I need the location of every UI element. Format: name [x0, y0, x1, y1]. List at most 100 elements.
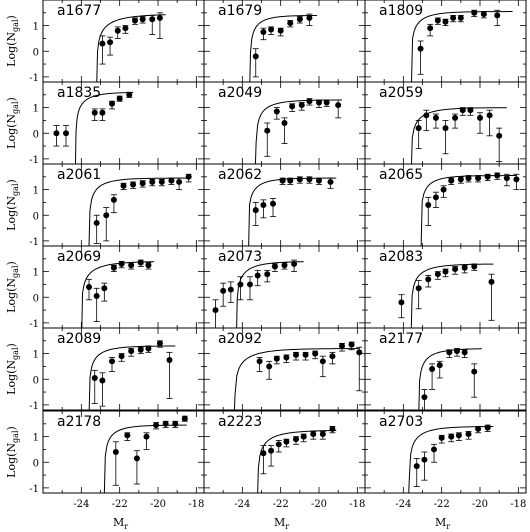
data-point: [260, 450, 267, 457]
panel-plot-area: [411, 9, 513, 82]
data-point: [312, 350, 319, 357]
y-axis-label-close: ): [5, 179, 18, 183]
data-point: [143, 433, 150, 440]
error-bar: [415, 120, 422, 150]
data-point: [281, 120, 288, 126]
fit-curve: [410, 263, 494, 328]
data-point: [356, 349, 363, 356]
y-axis-label-close: ): [5, 97, 18, 101]
data-point: [293, 351, 299, 358]
y-axis-label-main: Log(N: [5, 114, 18, 149]
error-bar: [421, 451, 428, 481]
data-point: [112, 449, 119, 455]
data-point: [484, 424, 491, 431]
data-point: [300, 433, 307, 440]
panel-ticks: [204, 411, 365, 493]
panel-plot-area: [257, 425, 337, 493]
error-bar: [237, 276, 244, 301]
y-tick-label: 0: [33, 458, 39, 469]
panel-plot-area: [53, 91, 134, 164]
data-point: [477, 114, 483, 121]
data-point: [270, 200, 276, 207]
x-axis-label-sub: r: [124, 522, 128, 531]
y-tick-label: 1: [33, 186, 39, 197]
data-point: [264, 127, 271, 134]
y-axis-label-sub: gal: [11, 265, 20, 278]
panel-plot-area: [81, 259, 155, 328]
y-tick-label: 1: [33, 104, 39, 115]
panel-frame: [364, 327, 527, 411]
panel-a2092: a2092: [203, 327, 366, 411]
data-point: [107, 39, 114, 46]
panel-label: a2059: [379, 85, 423, 101]
data-point: [145, 262, 152, 269]
data-point: [486, 112, 493, 119]
data-point: [275, 441, 282, 448]
panel-ticks: [43, 411, 204, 493]
x-tick-label: -20: [472, 499, 488, 510]
panel-ticks: [365, 328, 526, 410]
panel-frame: [364, 410, 527, 494]
data-point: [149, 178, 156, 185]
data-point: [287, 177, 294, 184]
data-point: [176, 178, 183, 185]
data-point: [438, 434, 445, 441]
data-point: [442, 268, 449, 275]
x-axis-label-sub: r: [446, 522, 450, 531]
data-point: [153, 422, 160, 429]
panel-plot-area: [410, 107, 507, 164]
panel-plot-area: [212, 259, 304, 328]
data-point: [103, 212, 110, 219]
x-axis-label-main: M: [274, 516, 285, 529]
data-point: [306, 176, 313, 183]
data-point: [496, 132, 503, 139]
panel-plot-area: [398, 263, 495, 328]
y-axis-label-close: ): [5, 15, 18, 19]
fit-curve: [233, 348, 360, 410]
data-point: [475, 425, 482, 432]
x-tick-label: -22: [112, 499, 128, 510]
data-point: [450, 14, 457, 21]
x-tick-label: -20: [150, 499, 166, 510]
data-point: [452, 114, 459, 121]
data-point: [139, 180, 146, 187]
panel-plot-area: [96, 12, 166, 82]
data-point: [467, 107, 474, 114]
fit-curve: [236, 261, 304, 328]
data-point: [457, 14, 464, 21]
data-point: [247, 281, 253, 288]
y-axis-label: Log(Ngal): [5, 426, 20, 478]
panel-label: a2069: [57, 249, 101, 265]
data-point: [254, 272, 261, 279]
panel-label: a1679: [218, 3, 262, 19]
data-point: [427, 25, 434, 32]
panel-label: a2065: [379, 167, 423, 183]
data-point: [329, 425, 336, 432]
error-bar: [415, 280, 422, 310]
data-point: [421, 456, 428, 463]
data-point: [118, 260, 125, 267]
panel-a2083: a2083: [364, 245, 527, 329]
data-point: [431, 446, 437, 453]
data-point: [448, 177, 455, 184]
panel-ticks: [43, 82, 204, 164]
error-bar: [398, 294, 405, 319]
fit-curve: [410, 107, 507, 164]
data-point: [434, 271, 441, 278]
fit-curve: [257, 429, 337, 493]
data-point: [465, 431, 472, 438]
data-point: [132, 17, 138, 24]
data-point: [227, 286, 234, 293]
data-point: [316, 99, 322, 106]
panel-a1677: a1677 -1 0 1: [29, 0, 205, 84]
panel-label: a1835: [57, 85, 101, 101]
y-tick-label: -1: [29, 237, 39, 248]
data-point: [475, 175, 482, 182]
data-point: [124, 432, 131, 439]
panel-a2061: a2061 -1 0 1: [29, 163, 205, 248]
data-point: [264, 271, 271, 278]
data-point: [110, 264, 117, 271]
y-tick-label: 0: [33, 47, 39, 58]
y-axis-label: Log(Ngal): [5, 179, 20, 231]
